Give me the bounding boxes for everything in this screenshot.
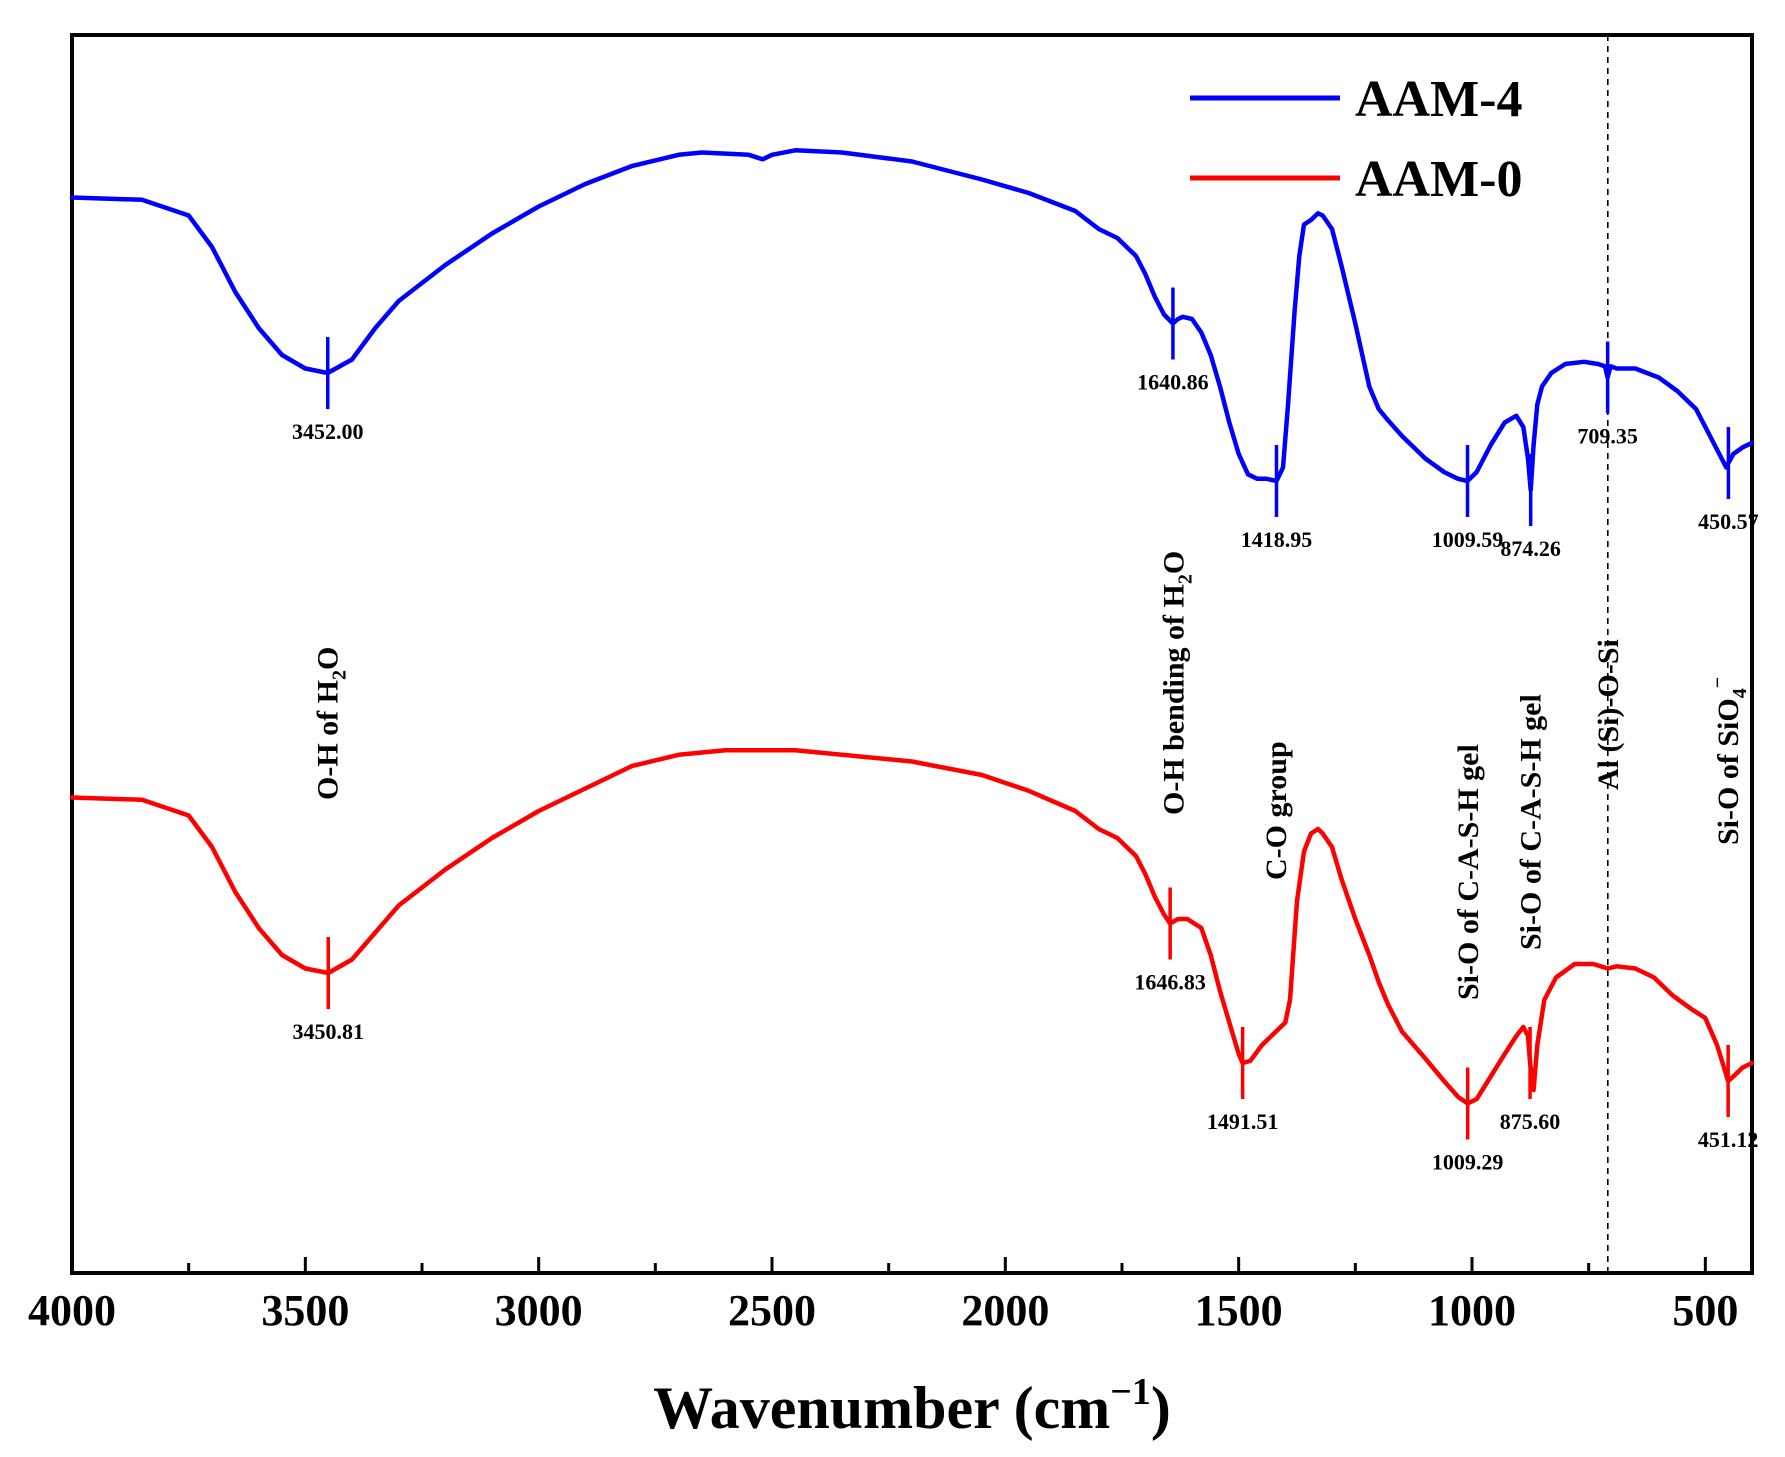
band-assignment-part: O-H bending of H	[1157, 584, 1190, 815]
legend: AAM-4 AAM-0	[1190, 71, 1523, 208]
peak-label: 875.60	[1500, 1109, 1561, 1134]
band-assignment-part: O-H of H	[312, 680, 345, 800]
band-assignment-part: 4	[1729, 688, 1751, 698]
peak-label: 1491.51	[1207, 1109, 1279, 1134]
band-assignment-part: Si-O of C-A-S-H gel	[1452, 744, 1485, 1000]
legend-label-aam-4: AAM-4	[1355, 71, 1523, 128]
x-tick-label: 500	[1672, 1286, 1738, 1335]
peak-label: 1009.29	[1432, 1150, 1504, 1175]
x-tick-label: 3000	[495, 1286, 583, 1335]
series-line-aam-4	[69, 148, 1755, 493]
band-assignment-part: Si-O of SiO	[1712, 698, 1745, 845]
x-axis-label-sup: −1	[1110, 1371, 1151, 1413]
band-assignment-label: Al (Si)-O-Si	[1592, 639, 1625, 790]
peak-label: 3452.00	[292, 419, 364, 444]
band-assignment-label: Si-O of C-A-S-H gel	[1514, 694, 1547, 950]
band-assignment-label: C-O group	[1260, 741, 1293, 880]
series-lines	[69, 148, 1755, 1106]
peak-label: 451.12	[1698, 1127, 1759, 1152]
band-assignment-part: Al (Si)-O-Si	[1592, 639, 1625, 790]
x-tick-label: 4000	[28, 1286, 116, 1335]
band-assignment-label: O-H bending of H2O	[1157, 551, 1196, 815]
peak-label: 1646.83	[1134, 970, 1206, 995]
plot-frame	[70, 33, 1754, 1275]
x-axis-label-main: Wavenumber (cm	[653, 1375, 1110, 1441]
peak-label: 1009.59	[1432, 527, 1504, 552]
x-axis-label-close: )	[1151, 1375, 1171, 1441]
band-assignment-label: Si-O of SiO4−	[1707, 677, 1751, 845]
x-axis-tick-labels: 4000 3500 3000 2500 2000 1500 1000 500	[28, 1286, 1738, 1335]
x-tick-label: 2500	[728, 1286, 816, 1335]
band-assignment-part: C-O group	[1260, 741, 1293, 880]
peak-markers	[325, 287, 1731, 1140]
peak-label: 1640.86	[1137, 370, 1209, 395]
peak-label: 450.57	[1698, 509, 1759, 534]
legend-label-aam-0: AAM-0	[1355, 151, 1523, 208]
band-assignment-part: O	[1157, 551, 1190, 574]
band-assignment-label: Si-O of C-A-S-H gel	[1452, 744, 1485, 1000]
peak-label: 874.26	[1500, 536, 1561, 561]
x-tick-label: 1500	[1195, 1286, 1283, 1335]
peak-label: 709.35	[1577, 424, 1638, 449]
series-line-aam-0	[69, 748, 1755, 1106]
x-tick-label: 3500	[261, 1286, 349, 1335]
band-assignment-part: Si-O of C-A-S-H gel	[1514, 694, 1547, 950]
band-assignment-part: 2	[1174, 574, 1196, 584]
peak-label: 1418.95	[1241, 527, 1313, 552]
band-assignment-label: O-H of H2O	[312, 647, 351, 800]
band-assignment-part: O	[312, 647, 345, 670]
peak-label: 3450.81	[293, 1019, 365, 1044]
x-axis-ticks	[70, 1257, 1707, 1273]
x-tick-label: 2000	[961, 1286, 1049, 1335]
x-axis-label: Wavenumber (cm−1)	[653, 1371, 1171, 1441]
band-assignment-part: −	[1707, 677, 1729, 688]
band-assignment-part: 2	[329, 670, 351, 680]
x-tick-label: 1000	[1428, 1286, 1516, 1335]
